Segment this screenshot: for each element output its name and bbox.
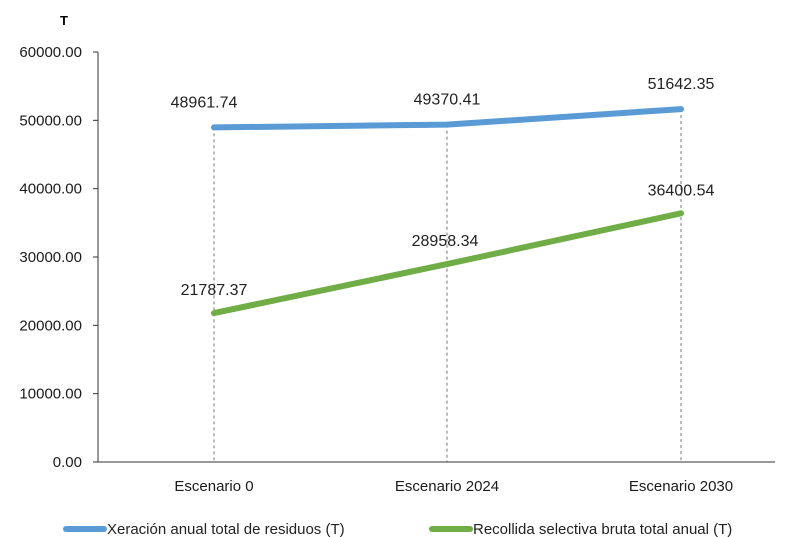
y-tick-label: 40000.00 xyxy=(19,181,82,198)
y-tick-label: 10000.00 xyxy=(19,386,82,403)
y-tick-label: 50000.00 xyxy=(19,112,82,129)
data-label: 28958.34 xyxy=(412,233,479,250)
series-line-1 xyxy=(211,106,684,131)
x-axis-ticks: Escenario 0 Escenario 2024 Escenario 2030 xyxy=(174,478,733,495)
legend-label-series-2: Recollida selectiva bruta total anual (T… xyxy=(473,521,732,537)
y-axis-title: T xyxy=(60,13,68,28)
legend-label-series-1: Xeración anual total de residuos (T) xyxy=(107,521,345,537)
x-tick-label: Escenario 2030 xyxy=(629,478,733,495)
legend: Xeración anual total de residuos (T) Rec… xyxy=(63,521,732,537)
data-label: 48961.74 xyxy=(171,94,238,111)
data-label: 36400.54 xyxy=(648,182,715,199)
y-tick-label: 30000.00 xyxy=(19,249,82,266)
data-label: 49370.41 xyxy=(414,92,481,109)
series-line-2 xyxy=(211,210,684,317)
x-tick-label: Escenario 2024 xyxy=(395,478,499,495)
y-axis-ticks: 0.00 10000.00 20000.00 30000.00 40000.00 5000… xyxy=(19,44,98,471)
x-tick-label: Escenario 0 xyxy=(174,478,253,495)
y-tick-label: 60000.00 xyxy=(19,44,82,61)
y-tick-label: 20000.00 xyxy=(19,317,82,334)
data-labels: 48961.74 49370.41 51642.35 21787.37 28958.34… xyxy=(171,76,715,299)
data-label: 21787.37 xyxy=(181,282,248,299)
data-label: 51642.35 xyxy=(648,76,715,93)
drop-lines xyxy=(213,109,682,462)
y-tick-label: 0.00 xyxy=(53,454,82,471)
series-lines xyxy=(211,106,684,317)
